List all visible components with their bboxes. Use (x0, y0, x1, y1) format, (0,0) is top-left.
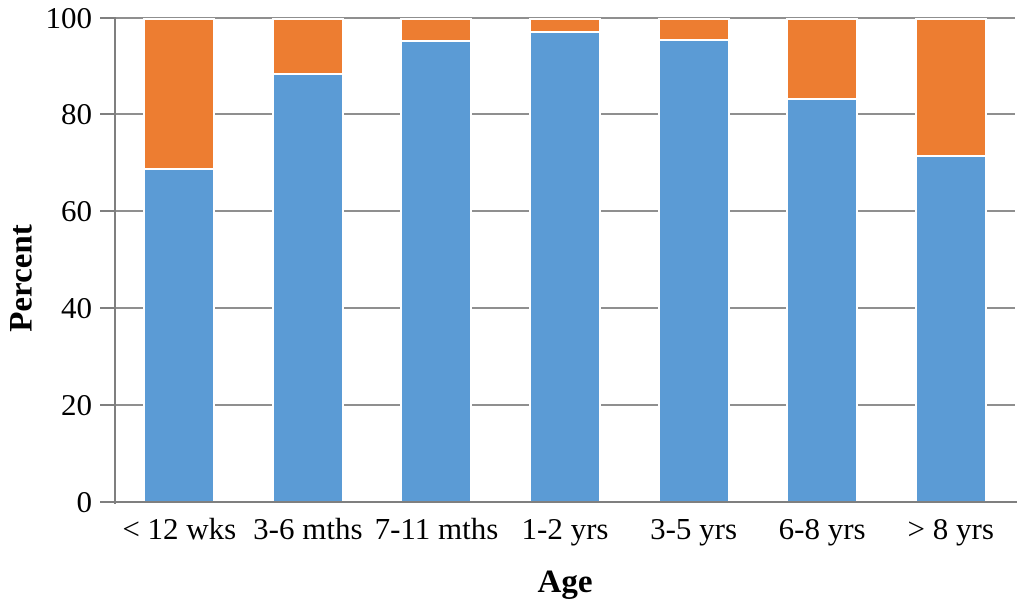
bar-segment-blue-segment-3 (529, 30, 601, 502)
bar-segment-orange-segment-5 (786, 17, 859, 99)
x-tick-label-2: 7-11 mths (374, 510, 499, 546)
y-tick-label-0: 0 (76, 483, 93, 519)
bar-segment-orange-segment-3 (529, 17, 601, 31)
y-axis-tick-80 (100, 113, 115, 116)
bar-segment-blue-segment-0 (143, 167, 216, 502)
bar-segment-orange-segment-4 (657, 17, 730, 40)
bar-segment-blue-segment-1 (271, 73, 344, 502)
x-tick-label-3: 1-2 yrs (521, 510, 609, 546)
y-tick-label-60: 60 (61, 193, 92, 229)
bar-segment-orange-segment-2 (400, 17, 473, 40)
x-tick-label-0: < 12 wks (122, 510, 237, 546)
bar-segment-blue-segment-5 (786, 98, 859, 502)
x-tick-label-6: > 8 yrs (907, 510, 994, 546)
y-axis-tick-100 (100, 16, 115, 19)
y-tick-label-20: 20 (61, 386, 92, 422)
x-axis-title: Age (537, 564, 593, 600)
y-axis-line (114, 16, 116, 504)
y-axis-tick-60 (100, 210, 115, 213)
y-axis-tick-40 (100, 306, 115, 309)
bar-segment-blue-segment-6 (914, 155, 987, 502)
y-tick-label-100: 100 (45, 0, 93, 35)
bar-segment-orange-segment-0 (143, 17, 216, 168)
bar-segment-blue-segment-2 (400, 39, 473, 502)
x-tick-label-1: 3-6 mths (253, 510, 363, 546)
y-tick-label-80: 80 (61, 96, 92, 132)
y-axis-tick-20 (100, 403, 115, 406)
bar-segment-orange-segment-1 (271, 17, 344, 74)
y-axis-tick-0 (100, 500, 115, 503)
y-tick-label-40: 40 (61, 289, 92, 325)
bar-segment-blue-segment-4 (657, 39, 730, 502)
x-tick-label-4: 3-5 yrs (650, 510, 738, 546)
x-axis-line (113, 500, 1017, 503)
x-tick-label-5: 6-8 yrs (778, 510, 866, 546)
bar-segment-orange-segment-6 (914, 17, 987, 156)
